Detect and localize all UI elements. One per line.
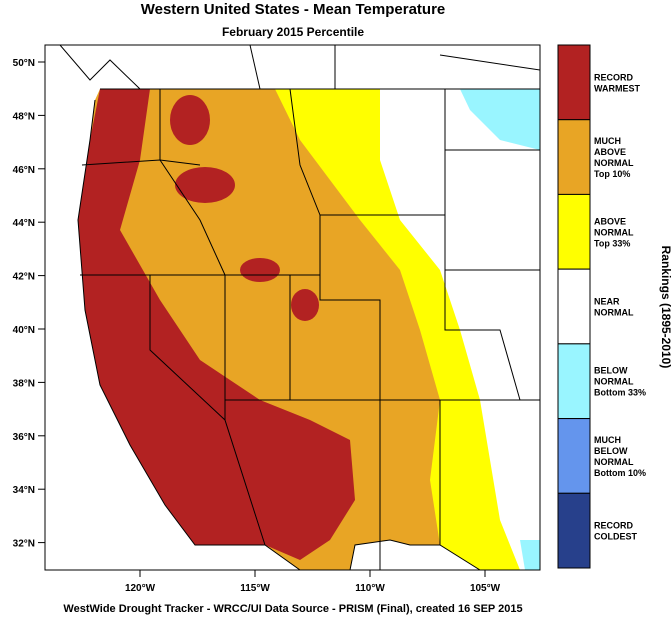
lat-label: 36°N xyxy=(13,432,35,443)
legend-label: NORMAL xyxy=(594,308,634,318)
lon-label: 105°W xyxy=(470,583,501,594)
legend-label: COLDEST xyxy=(594,532,638,542)
state-line xyxy=(289,88,321,216)
lat-label: 44°N xyxy=(13,218,35,229)
map: 50°N 48°N 46°N 44°N 42°N 40°N 38°N 36°N 34°N 32°N… xyxy=(13,44,541,594)
ticks: 50°N 48°N 46°N 44°N 42°N 40°N 38°N 36°N 34°N 32°N… xyxy=(13,58,501,594)
state-line xyxy=(80,274,266,546)
legend-label: NORMAL xyxy=(594,227,634,237)
lat-label: 46°N xyxy=(13,165,35,176)
legend-label: BELOW xyxy=(594,366,628,376)
canada-line xyxy=(59,45,141,90)
region xyxy=(460,89,540,150)
legend-label: NORMAL xyxy=(594,377,634,387)
legend-label: Bottom 33% xyxy=(594,388,646,398)
region xyxy=(291,289,319,321)
legend-label: NEAR xyxy=(594,297,620,307)
legend-label: BELOW xyxy=(594,446,628,456)
region xyxy=(240,258,280,282)
lat-label: 34°N xyxy=(13,485,35,496)
canada-line xyxy=(249,45,261,90)
legend-swatch xyxy=(557,343,591,420)
legend-label: ABOVE xyxy=(594,147,626,157)
legend-label: RECORD xyxy=(594,521,634,531)
legend-label: NORMAL xyxy=(594,158,634,168)
lat-label: 32°N xyxy=(13,539,35,550)
legend-label: WARMEST xyxy=(594,83,641,93)
legend-swatch xyxy=(557,44,591,121)
legend-swatch xyxy=(557,492,591,569)
coast-border xyxy=(77,99,301,570)
lon-label: 120°W xyxy=(125,583,156,594)
state-line xyxy=(444,89,521,401)
canada-line xyxy=(439,54,540,71)
legend-label: Top 33% xyxy=(594,238,630,248)
lat-label: 50°N xyxy=(13,58,35,69)
footer: WestWide Drought Tracker - WRCC/UI Data … xyxy=(63,603,522,615)
legend-swatch xyxy=(557,418,591,494)
lon-label: 110°W xyxy=(355,583,385,594)
legend-title: Rankings (1895-2010) xyxy=(659,246,672,369)
legend-swatch xyxy=(557,119,591,195)
legend-label: ABOVE xyxy=(594,216,626,226)
legend-label: MUCH xyxy=(594,136,621,146)
region xyxy=(170,95,210,145)
region xyxy=(175,167,235,203)
legend-label: NORMAL xyxy=(594,457,634,467)
lat-label: 38°N xyxy=(13,378,35,389)
legend-swatch xyxy=(557,268,591,345)
subtitle: February 2015 Percentile xyxy=(222,25,364,39)
state-line xyxy=(149,275,226,421)
region xyxy=(520,540,540,570)
legend-label: MUCH xyxy=(594,435,621,445)
title: Western United States - Mean Temperature xyxy=(141,1,446,18)
legend-label: RECORD xyxy=(594,72,634,82)
legend-label: Top 10% xyxy=(594,169,630,179)
lat-label: 48°N xyxy=(13,111,35,122)
lat-label: 42°N xyxy=(13,272,35,283)
coast-border xyxy=(349,539,481,570)
legend-swatch xyxy=(557,193,591,270)
lat-label: 40°N xyxy=(13,325,35,336)
state-line xyxy=(159,89,226,276)
map-frame xyxy=(44,44,541,571)
state-line xyxy=(319,275,470,401)
lon-label: 115°W xyxy=(240,583,270,594)
legend-label: Bottom 10% xyxy=(594,468,646,478)
region xyxy=(78,89,355,560)
